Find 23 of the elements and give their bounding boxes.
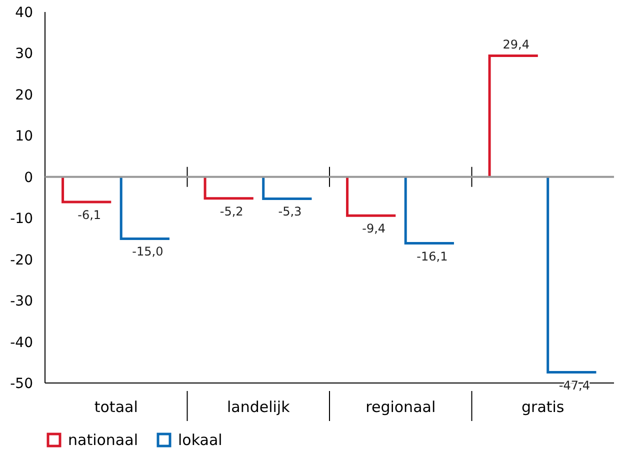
x-tick-label: totaal	[94, 398, 138, 416]
y-tick-label: -50	[10, 376, 33, 392]
legend-label: nationaal	[68, 431, 138, 449]
data-label: -5,3	[278, 204, 302, 219]
y-tick-label: -30	[10, 294, 33, 310]
y-tick-label: 10	[15, 128, 33, 145]
y-tick-label: 0	[24, 170, 33, 186]
y-tick-label: -40	[10, 334, 33, 351]
x-tick-label: landelijk	[226, 398, 290, 416]
data-label: -16,1	[416, 249, 448, 264]
x-tick-label: regionaal	[366, 398, 436, 416]
data-label: 29,4	[502, 38, 530, 52]
y-tick-label: 20	[15, 87, 33, 104]
y-tick-label: 40	[15, 5, 33, 21]
legend-label: lokaal	[178, 431, 222, 449]
data-label: -6,1	[78, 208, 102, 222]
data-label: -5,2	[220, 204, 244, 218]
y-tick-label: 30	[15, 46, 33, 62]
data-label: -15,0	[132, 244, 164, 259]
data-label: -9,4	[362, 222, 386, 236]
y-tick-label: -20	[10, 252, 33, 268]
y-tick-label: -10	[10, 211, 33, 228]
x-tick-label: gratis	[522, 398, 564, 416]
